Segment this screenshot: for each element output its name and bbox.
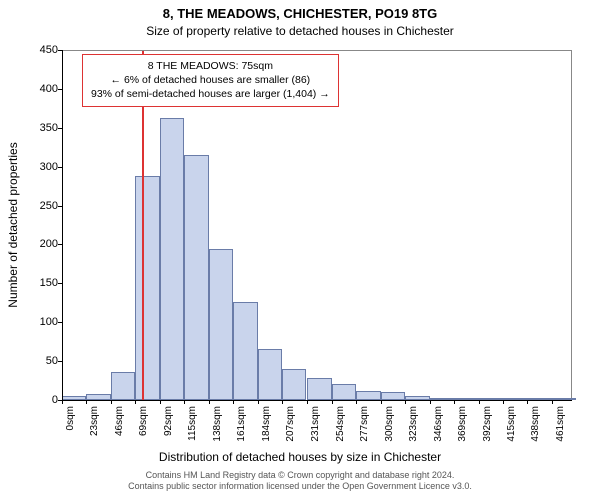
y-tick-mark — [58, 89, 62, 90]
y-tick-label: 200 — [18, 238, 58, 250]
histogram-bar — [233, 302, 257, 400]
x-tick-mark — [527, 400, 528, 404]
callout-property-size: 8 THE MEADOWS: 75sqm — [91, 59, 330, 73]
x-tick-mark — [454, 400, 455, 404]
y-tick-mark — [58, 50, 62, 51]
x-tick-label: 392sqm — [482, 406, 493, 446]
callout-smaller-pct: ← 6% of detached houses are smaller (86) — [91, 73, 330, 87]
x-tick-mark — [307, 400, 308, 404]
x-tick-label: 461sqm — [555, 406, 566, 446]
histogram-bar — [209, 249, 233, 400]
y-tick-label: 250 — [18, 200, 58, 212]
property-info-callout: 8 THE MEADOWS: 75sqm ← 6% of detached ho… — [82, 54, 339, 107]
histogram-bar — [258, 349, 282, 400]
x-tick-label: 277sqm — [359, 406, 370, 446]
x-tick-label: 254sqm — [335, 406, 346, 446]
x-axis-label: Distribution of detached houses by size … — [0, 450, 600, 464]
x-tick-mark — [503, 400, 504, 404]
histogram-bar — [111, 372, 135, 400]
callout-larger-pct: 93% of semi-detached houses are larger (… — [91, 87, 330, 101]
x-tick-mark — [552, 400, 553, 404]
x-tick-label: 115sqm — [187, 406, 198, 446]
x-tick-label: 184sqm — [261, 406, 272, 446]
x-tick-label: 23sqm — [89, 406, 100, 446]
y-tick-label: 300 — [18, 161, 58, 173]
x-tick-mark — [62, 400, 63, 404]
histogram-bar — [160, 118, 184, 400]
histogram-bar — [356, 391, 380, 400]
x-tick-label: 69sqm — [138, 406, 149, 446]
x-tick-mark — [135, 400, 136, 404]
x-tick-mark — [381, 400, 382, 404]
y-tick-label: 450 — [18, 44, 58, 56]
y-tick-mark — [58, 128, 62, 129]
y-tick-label: 0 — [18, 394, 58, 406]
histogram-bar — [307, 378, 331, 400]
footer-line-1: Contains HM Land Registry data © Crown c… — [0, 470, 600, 481]
x-tick-mark — [356, 400, 357, 404]
y-tick-label: 350 — [18, 122, 58, 134]
histogram-bar — [135, 176, 159, 400]
page-subtitle: Size of property relative to detached ho… — [0, 24, 600, 38]
x-tick-mark — [282, 400, 283, 404]
histogram-bar — [332, 384, 356, 400]
y-tick-label: 400 — [18, 83, 58, 95]
x-tick-label: 46sqm — [114, 406, 125, 446]
x-tick-label: 323sqm — [408, 406, 419, 446]
histogram-bar — [282, 369, 306, 400]
y-tick-mark — [58, 322, 62, 323]
x-tick-mark — [209, 400, 210, 404]
x-tick-label: 346sqm — [433, 406, 444, 446]
page-title-address: 8, THE MEADOWS, CHICHESTER, PO19 8TG — [0, 6, 600, 21]
histogram-bar — [381, 392, 405, 400]
x-tick-label: 0sqm — [65, 406, 76, 446]
x-axis-line — [62, 400, 572, 401]
x-tick-label: 231sqm — [310, 406, 321, 446]
x-tick-mark — [233, 400, 234, 404]
x-tick-mark — [160, 400, 161, 404]
x-tick-mark — [430, 400, 431, 404]
x-tick-mark — [258, 400, 259, 404]
x-tick-label: 207sqm — [285, 406, 296, 446]
x-tick-label: 415sqm — [506, 406, 517, 446]
y-tick-mark — [58, 206, 62, 207]
y-tick-mark — [58, 361, 62, 362]
x-tick-label: 300sqm — [384, 406, 395, 446]
x-tick-mark — [405, 400, 406, 404]
x-tick-label: 369sqm — [457, 406, 468, 446]
y-tick-mark — [58, 283, 62, 284]
y-tick-mark — [58, 167, 62, 168]
x-tick-mark — [184, 400, 185, 404]
x-tick-mark — [86, 400, 87, 404]
y-tick-label: 150 — [18, 277, 58, 289]
y-tick-label: 100 — [18, 316, 58, 328]
y-axis-line — [62, 50, 63, 400]
x-tick-mark — [479, 400, 480, 404]
footer-line-2: Contains public sector information licen… — [0, 481, 600, 492]
x-tick-mark — [332, 400, 333, 404]
y-tick-mark — [58, 244, 62, 245]
x-tick-label: 138sqm — [212, 406, 223, 446]
x-tick-label: 92sqm — [163, 406, 174, 446]
x-tick-mark — [111, 400, 112, 404]
x-tick-label: 438sqm — [530, 406, 541, 446]
x-tick-label: 161sqm — [236, 406, 247, 446]
histogram-bar — [184, 155, 208, 400]
y-tick-label: 50 — [18, 355, 58, 367]
attribution-footer: Contains HM Land Registry data © Crown c… — [0, 470, 600, 493]
